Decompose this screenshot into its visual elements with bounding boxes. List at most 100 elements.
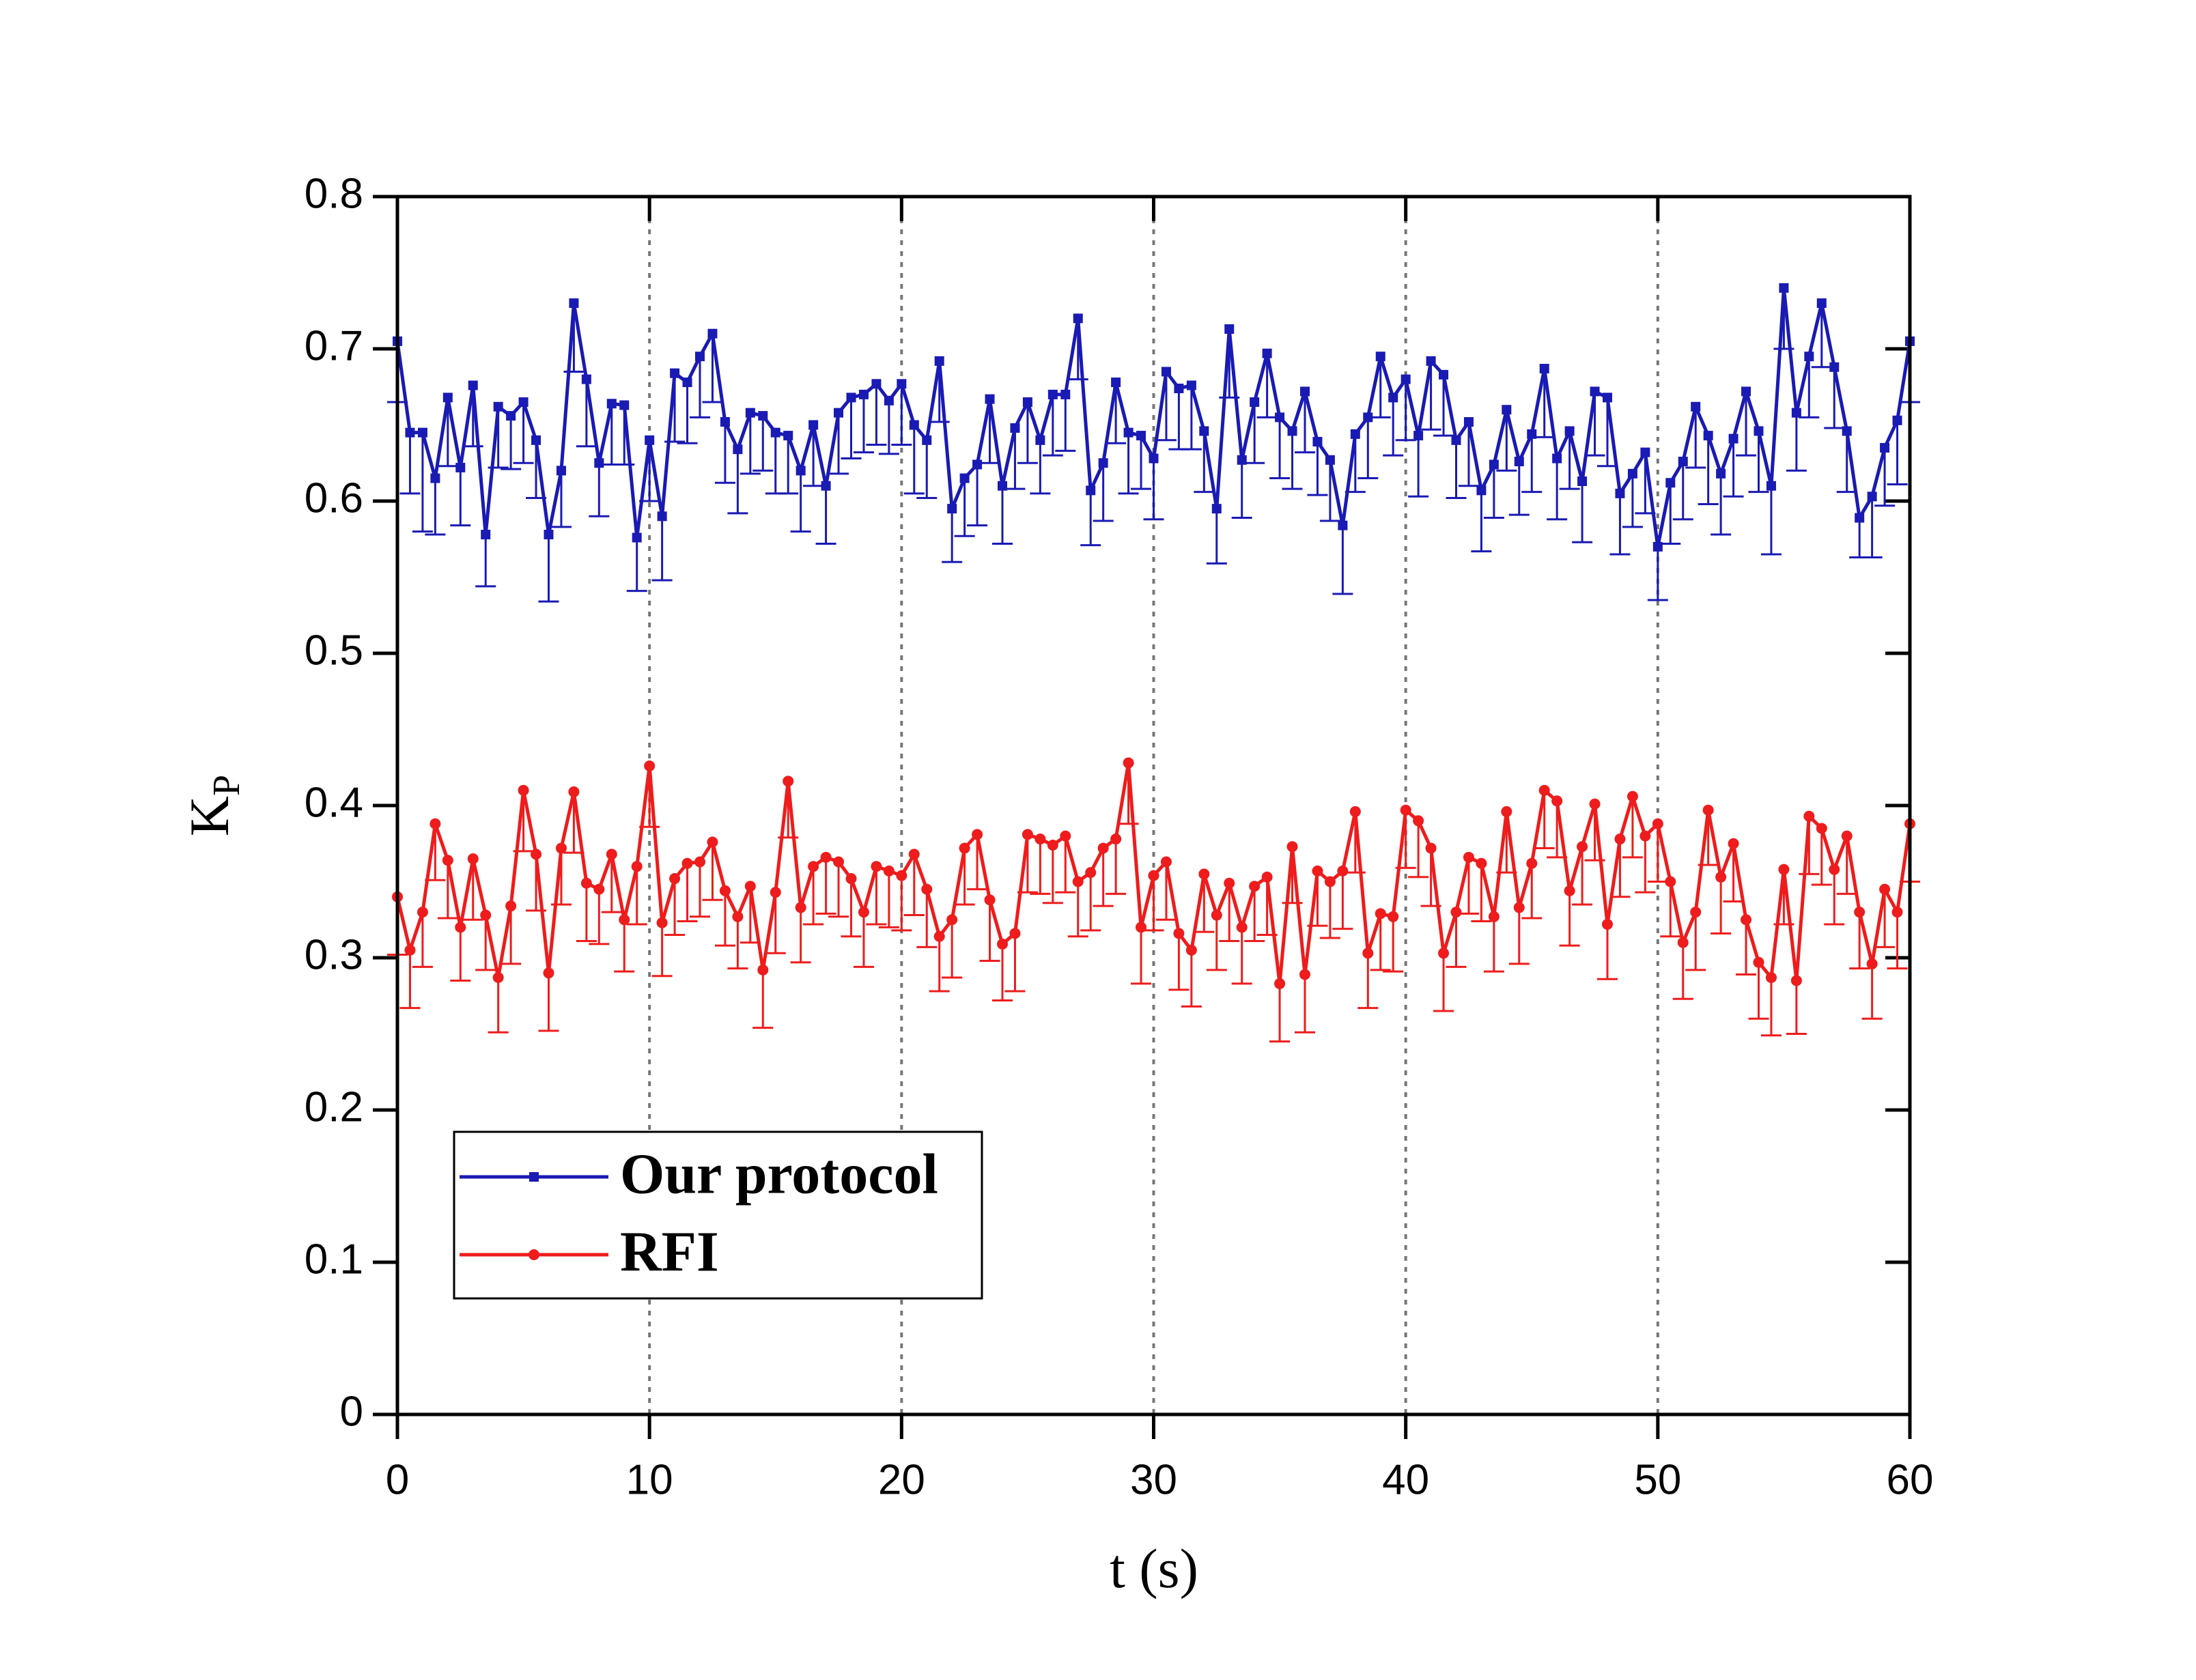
error-bar	[1395, 379, 1416, 442]
error-bar	[1723, 438, 1744, 498]
error-bar	[878, 400, 899, 455]
legend-box	[453, 1130, 983, 1300]
data-point	[1148, 870, 1159, 881]
data-point	[1450, 907, 1462, 918]
data-point	[455, 462, 466, 472]
data-point	[531, 849, 542, 860]
error-bar	[929, 936, 950, 993]
error-bar	[790, 907, 811, 964]
data-point	[455, 922, 466, 933]
data-point	[1136, 431, 1146, 441]
data-point	[1854, 907, 1866, 918]
data-point	[1551, 795, 1563, 807]
data-point	[1702, 804, 1714, 816]
x-tick-label: 30	[1130, 1456, 1177, 1503]
error-bar	[1244, 402, 1265, 464]
error-bar	[1408, 821, 1429, 879]
error-bar	[1118, 432, 1139, 495]
error-bar	[1609, 493, 1631, 556]
data-point	[1388, 911, 1399, 922]
error-bar	[866, 384, 887, 446]
data-point	[796, 466, 806, 476]
data-point	[1627, 468, 1637, 479]
error-bar	[1319, 459, 1340, 522]
error-bar	[916, 440, 938, 500]
error-bar	[1143, 458, 1164, 521]
error-bar	[1471, 490, 1492, 553]
data-point	[670, 368, 680, 378]
error-bar	[803, 866, 824, 926]
error-bar	[1811, 828, 1832, 886]
data-point	[1198, 868, 1210, 880]
error-bar	[1030, 440, 1051, 495]
data-point	[481, 530, 491, 540]
data-point	[846, 393, 856, 403]
data-point	[1879, 883, 1891, 895]
data-point	[1627, 791, 1638, 802]
y-tick-label: 0.5	[305, 627, 363, 674]
data-point	[1400, 804, 1411, 816]
error-bar	[626, 866, 647, 926]
error-bar	[1004, 427, 1026, 490]
data-point	[1766, 481, 1776, 491]
data-point	[1211, 504, 1222, 514]
data-point	[820, 851, 832, 863]
error-bar	[853, 912, 874, 968]
error-bar	[1143, 875, 1164, 932]
data-point	[1324, 876, 1336, 887]
error-bar	[979, 900, 1000, 962]
error-bar	[702, 842, 723, 901]
error-bar	[677, 382, 698, 444]
data-point	[1463, 851, 1474, 863]
data-point	[468, 380, 478, 390]
error-bar	[1181, 950, 1202, 1008]
data-point	[1816, 298, 1827, 309]
y-axis-label-sub: P	[206, 775, 248, 796]
data-point	[921, 883, 933, 895]
error-bar	[1887, 420, 1908, 485]
data-point	[1274, 978, 1286, 989]
data-point	[1363, 412, 1373, 423]
error-bar	[1861, 496, 1883, 559]
data-point	[1652, 541, 1663, 552]
data-point	[1086, 485, 1096, 496]
data-point	[871, 379, 882, 389]
error-bar	[1168, 933, 1190, 991]
legend-marker	[529, 1249, 539, 1260]
data-point	[1867, 492, 1877, 502]
data-point	[1790, 975, 1802, 986]
error-bar	[1685, 406, 1706, 469]
data-point	[1741, 386, 1751, 397]
data-point	[985, 394, 995, 404]
data-point	[1665, 478, 1676, 488]
error-bar	[1786, 412, 1807, 472]
data-point	[719, 885, 731, 896]
error-bar	[1093, 463, 1114, 522]
data-point	[959, 473, 970, 483]
error-bar	[488, 977, 509, 1034]
error-bar	[412, 432, 433, 533]
error-bar	[626, 537, 647, 593]
error-bar	[727, 449, 748, 515]
data-point	[1602, 918, 1613, 930]
error-bar	[462, 859, 483, 921]
error-bar	[1711, 877, 1732, 935]
error-bar	[1231, 927, 1252, 985]
error-bar	[1471, 863, 1492, 922]
data-point	[518, 784, 529, 796]
data-point	[1603, 393, 1612, 403]
error-bar	[903, 425, 925, 495]
x-tick-label: 50	[1634, 1456, 1681, 1503]
data-point	[1439, 369, 1449, 380]
data-point	[1060, 830, 1071, 842]
data-point	[1716, 468, 1726, 479]
error-bar	[714, 890, 735, 947]
error-bar	[538, 973, 559, 1032]
error-bar	[651, 922, 673, 978]
data-point	[707, 328, 718, 339]
data-point	[1299, 969, 1310, 980]
error-bar	[1067, 881, 1088, 938]
data-point	[1426, 356, 1436, 366]
error-bar	[1572, 846, 1593, 906]
data-point	[1892, 415, 1902, 425]
